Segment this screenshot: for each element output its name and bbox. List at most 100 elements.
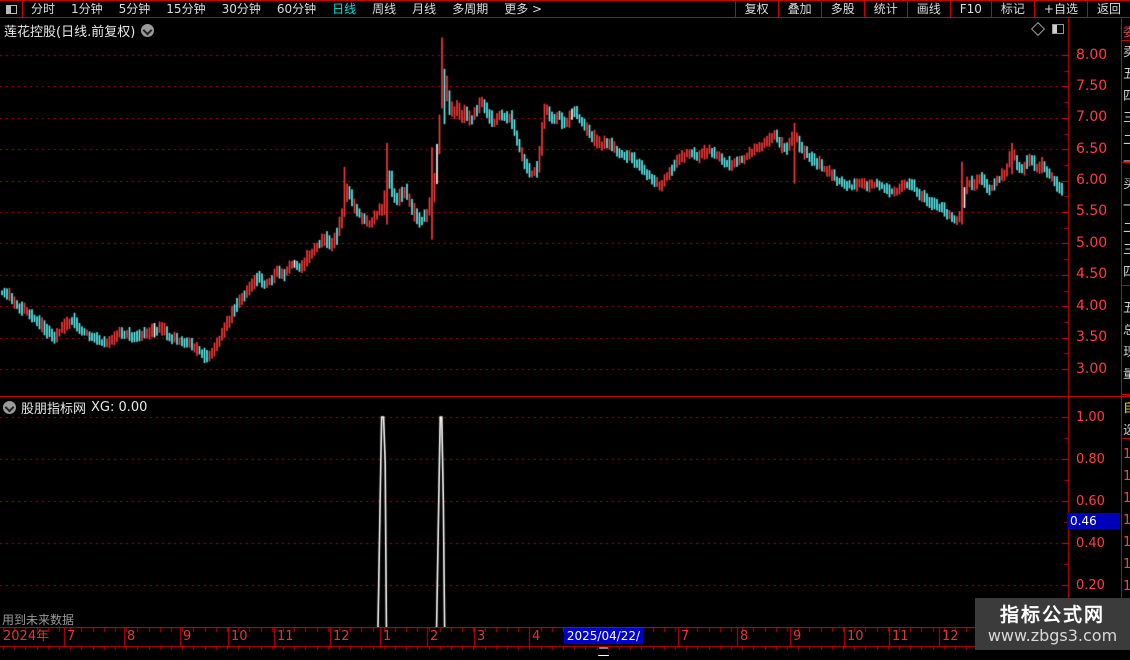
time-axis[interactable]: 2025/04/22/二 2024年 7 8 9 10 11 12 1 2 3 4 7 8 9 10 11 12 [0, 627, 1130, 659]
stock-title: 莲花控股(日线.前复权) [4, 24, 136, 40]
chevron-down-icon[interactable] [141, 23, 155, 37]
indicator-axis-label: 0.40 [1076, 536, 1105, 551]
strip-glyph: 一 [1123, 156, 1130, 170]
period-tab-1分钟[interactable]: 1分钟 [71, 2, 103, 16]
time-axis-month-label: 3 [477, 629, 486, 644]
strip-glyph: 量 [1123, 368, 1130, 382]
strip-glyph: 四 [1123, 266, 1130, 280]
top-toolbar: 分时 1分钟 5分钟 15分钟 30分钟 60分钟 日线 周线 月线 多周期 更多 > 复权 叠加 多股… [0, 0, 1130, 18]
indicator-value: XG: 0.00 [91, 399, 148, 415]
tool-button-画线[interactable]: 画线 [906, 1, 950, 17]
strip-glyph: 1 [1123, 580, 1130, 594]
time-axis-month-label: 10 [847, 629, 864, 644]
chart-corner-icons [1030, 21, 1064, 37]
price-axis-label: 8.00 [1076, 47, 1108, 63]
strip-glyph: 1 [1123, 470, 1130, 484]
strip-glyph: 五 [1123, 68, 1130, 82]
panel-divider [0, 396, 1130, 397]
strip-glyph: 1 [1123, 536, 1130, 550]
strip-glyph: 三 [1123, 244, 1130, 258]
tool-button-+自选[interactable]: +自选 [1033, 1, 1087, 17]
pane-switch-icon[interactable] [1052, 24, 1064, 34]
indicator-header: 股朋指标网 XG: 0.00 [3, 399, 148, 417]
period-tab-月线[interactable]: 月线 [412, 2, 437, 16]
strip-glyph: 买 [1123, 178, 1130, 192]
strip-glyph: 1 [1123, 492, 1130, 506]
price-axis-label: 5.00 [1076, 235, 1108, 251]
time-axis-month-label: 4 [532, 629, 541, 644]
tool-button-统计[interactable]: 统计 [863, 1, 907, 17]
watermark-title: 指标公式网 [999, 603, 1105, 626]
right-edge-quote-strip: 委卖五四三二一买一二三四五总现量自选1111111 [1121, 18, 1130, 650]
tool-button-F10[interactable]: F10 [949, 1, 991, 17]
time-axis-month-label: 12 [333, 629, 350, 644]
strip-glyph: 四 [1123, 90, 1130, 104]
tool-button-叠加[interactable]: 叠加 [777, 1, 821, 17]
period-tab-60分钟[interactable]: 60分钟 [276, 2, 317, 16]
price-axis-label: 3.50 [1076, 329, 1108, 345]
future-data-warning: 用到未来数据 [2, 613, 75, 627]
time-axis-month-label: 2 [430, 629, 439, 644]
indicator-axis-label: 0.20 [1076, 578, 1105, 593]
tools-toolbar: 复权 叠加 多股 统计 画线 F10 标记 +自选 返回 [734, 1, 1130, 17]
strip-glyph: 1 [1123, 514, 1130, 528]
strip-glyph: 1 [1123, 558, 1130, 572]
price-axis-label: 7.50 [1076, 78, 1108, 94]
period-tab-多周期[interactable]: 多周期 [452, 2, 489, 16]
price-axis-label: 4.50 [1076, 266, 1108, 282]
period-tab-5分钟[interactable]: 5分钟 [118, 2, 151, 16]
price-axis-label: 4.00 [1076, 298, 1108, 314]
tool-button-多股[interactable]: 多股 [820, 1, 864, 17]
time-axis-month-label: 9 [183, 629, 192, 644]
period-tab-日线[interactable]: 日线 [332, 2, 357, 16]
watermark: 指标公式网 www.zbgs3.com [975, 598, 1130, 650]
strip-glyph: 二 [1123, 222, 1130, 236]
watermark-url: www.zbgs3.com [987, 625, 1118, 645]
period-tab-更多 >[interactable]: 更多 > [504, 2, 543, 16]
indicator-axis-label: 0.60 [1076, 494, 1105, 509]
time-axis-month-label: 1 [383, 629, 392, 644]
time-axis-month-label: 8 [127, 629, 136, 644]
indicator-current-value-badge: 0.46 [1067, 513, 1120, 529]
main-candlestick-chart[interactable] [0, 18, 1074, 396]
period-toolbar: 分时 1分钟 5分钟 15分钟 30分钟 60分钟 日线 周线 月线 多周期 更多 > [0, 1, 550, 17]
price-axis-label: 7.00 [1076, 109, 1108, 125]
chevron-down-icon[interactable] [3, 400, 16, 414]
strip-glyph: 总 [1123, 324, 1130, 338]
period-tab-30分钟[interactable]: 30分钟 [221, 2, 261, 16]
layout-toggle-button[interactable] [0, 1, 23, 17]
time-axis-month-label: 12 [942, 629, 959, 644]
time-axis-month-label: 8 [740, 629, 749, 644]
period-tab-周线[interactable]: 周线 [372, 2, 397, 16]
time-axis-month-label: 10 [231, 629, 248, 644]
time-axis-month-label: 11 [277, 629, 294, 644]
strip-glyph: 三 [1123, 112, 1130, 126]
period-tab-分时[interactable]: 分时 [31, 2, 56, 16]
indicator-chart[interactable] [0, 397, 1074, 627]
chart-title-row: 莲花控股(日线.前复权) [4, 21, 155, 40]
strip-separator [1122, 438, 1130, 439]
price-axis-label: 6.00 [1076, 172, 1108, 188]
strip-glyph: 二 [1123, 134, 1130, 148]
time-axis-year-label: 2024年 [3, 629, 50, 644]
diamond-marker-icon[interactable] [1030, 21, 1046, 37]
tool-button-标记[interactable]: 标记 [990, 1, 1034, 17]
tool-button-返回[interactable]: 返回 [1086, 1, 1130, 17]
time-axis-month-label: 7 [681, 629, 690, 644]
strip-glyph: 1 [1123, 448, 1130, 462]
strip-separator [1122, 394, 1130, 395]
split-pane-icon [5, 4, 17, 14]
period-tab-15分钟[interactable]: 15分钟 [166, 2, 206, 16]
strip-glyph: 选 [1123, 424, 1130, 438]
price-axis-label: 6.50 [1076, 141, 1108, 157]
price-axis-label: 5.50 [1076, 203, 1108, 219]
time-axis-month-label: 7 [67, 629, 76, 644]
indicator-axis-label: 0.80 [1076, 452, 1105, 467]
tool-button-复权[interactable]: 复权 [734, 1, 778, 17]
strip-glyph: 卖 [1123, 46, 1130, 60]
time-axis-month-label: 9 [793, 629, 802, 644]
strip-glyph: 一 [1123, 200, 1130, 214]
price-axis-label: 3.00 [1076, 361, 1108, 377]
strip-separator [1122, 285, 1130, 286]
